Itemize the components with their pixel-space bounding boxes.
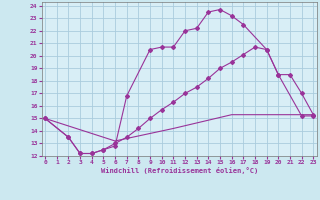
- X-axis label: Windchill (Refroidissement éolien,°C): Windchill (Refroidissement éolien,°C): [100, 167, 258, 174]
